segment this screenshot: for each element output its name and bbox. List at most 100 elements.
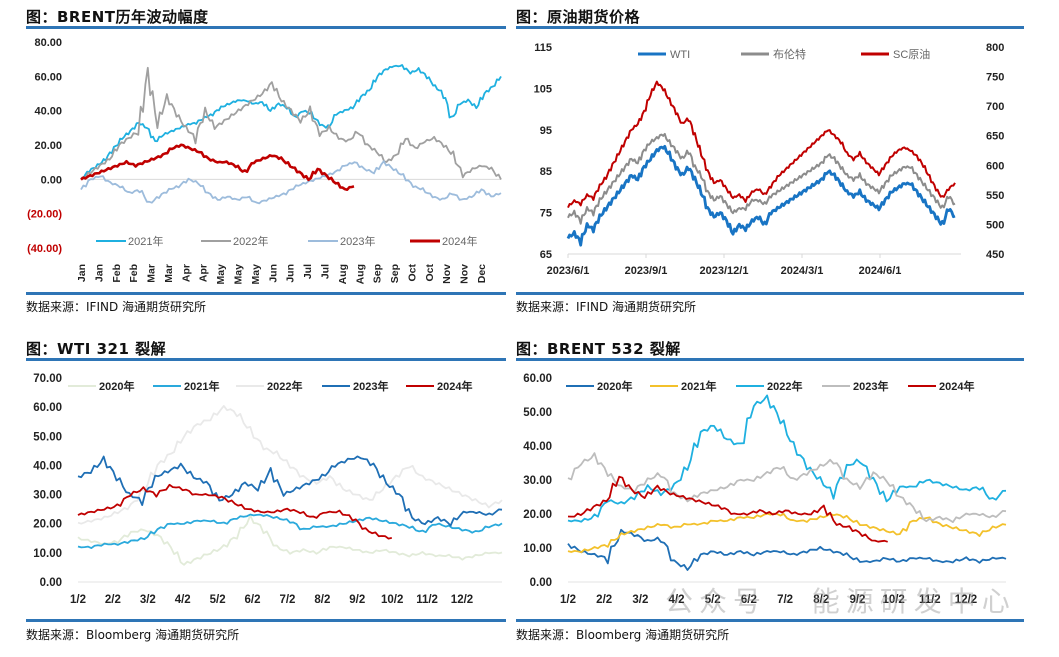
y-tick-label: (20.00): [27, 209, 62, 221]
y-tick-label: 10.00: [33, 548, 62, 560]
y-tick-label: 0.00: [41, 174, 62, 186]
x-tick-label: 10/2: [381, 594, 403, 606]
y-tick-label: 60.00: [523, 373, 552, 385]
x-tick-label: 8/2: [314, 594, 330, 606]
y-tick-label: 70.00: [33, 373, 62, 385]
legend-label: 2024年: [939, 379, 974, 393]
series-line-2021年: [80, 64, 502, 180]
x-tick-label: May: [250, 264, 262, 285]
series-line-SC原油: [567, 80, 956, 209]
series-line-2023年: [567, 452, 1007, 523]
source-note: 数据来源：Bloomberg 海通期货研究所: [516, 628, 730, 642]
series-line-2022年: [80, 66, 502, 180]
panel-title: 图：BRENT 532 裂解: [516, 340, 681, 358]
x-tick-label: 2/2: [105, 594, 121, 606]
watermark: 公众号 · 能源研发中心: [665, 585, 1016, 618]
chart-brent-volatility: (40.00) (20.00) 0.00 20.00 40.00 60.00 80.00 Ja…: [27, 37, 502, 285]
x-tick-label: Jun: [267, 264, 279, 283]
legend-label: 2021年: [128, 234, 163, 248]
x-tick-label: 1/2: [560, 594, 576, 606]
y2-tick-label: 550: [986, 190, 1004, 202]
y2-tick-label: 450: [986, 249, 1004, 261]
y-tick-label: 30.00: [33, 490, 62, 502]
x-tick-label: 2023/6/1: [547, 265, 590, 277]
y-tick-label: 40.00: [34, 106, 62, 118]
x-tick-label: May: [215, 264, 227, 285]
footer-rule: [26, 292, 506, 295]
x-tick-label: Sep: [372, 264, 384, 283]
panel-brent-volatility: 图：BRENT历年波动幅度 (40.00) (20.00) 0.00 20.00 40.…: [26, 6, 506, 316]
source-note: 数据来源：Bloomberg 海通期货研究所: [26, 628, 240, 642]
panel-brent-532-crack: 图：BRENT 532 裂解 0.00 10.00 20.00 30.00 40.00 5…: [516, 338, 1024, 648]
y2-tick-label: 600: [986, 160, 1004, 172]
legend-label: 2023年: [340, 234, 375, 248]
title-rule: [26, 358, 506, 361]
x-tick-label: Oct: [406, 264, 418, 282]
x-tick-label: 2024/6/1: [859, 265, 902, 277]
y-tick-label: 10.00: [523, 543, 552, 555]
chart-wti-321-crack: 0.00 10.00 20.00 30.00 40.00 50.00 60.00 70.00 1…: [33, 373, 503, 606]
x-tick-label: 9/2: [849, 594, 865, 606]
legend-label: WTI: [670, 49, 690, 61]
title-rule: [26, 26, 506, 29]
legend-label: 2024年: [437, 379, 472, 393]
x-tick-label: Nov: [459, 264, 471, 284]
y-tick-label: 60.00: [34, 71, 62, 83]
x-tick-label: 2024/3/1: [781, 265, 824, 277]
x-tick-label: 6/2: [741, 594, 757, 606]
x-tick-label: 2023/12/1: [700, 265, 749, 277]
y-tick-label: 40.00: [33, 460, 62, 472]
y-tick-label: 65: [540, 249, 552, 261]
x-tick-label: 1/2: [70, 594, 86, 606]
series-line-2020年: [77, 514, 503, 566]
x-tick-label: 5/2: [705, 594, 721, 606]
chart-crude-futures: 65 75 85 95 105 115 450 500 550 600 650 700 750 800 20…: [534, 42, 1005, 277]
footer-rule: [516, 292, 1024, 295]
chart-brent-532-crack: 0.00 10.00 20.00 30.00 40.00 50.00 60.00 1/2 2/2…: [523, 373, 1007, 606]
y-tick-label: 0.00: [530, 577, 552, 589]
x-tick-label: Oct: [424, 264, 436, 282]
legend-label: 2021年: [681, 379, 716, 393]
x-tick-label: 3/2: [632, 594, 648, 606]
legend-label: 2023年: [353, 379, 388, 393]
x-tick-label: Feb: [111, 264, 123, 283]
series-line-2020年: [567, 528, 1007, 571]
x-tick-label: 6/2: [245, 594, 261, 606]
series-line-2023年: [80, 160, 502, 205]
panel-crude-futures: 图：原油期货价格 65 75 85 95 105 115 450 500 550 600 650 70…: [516, 6, 1024, 316]
series-line-2024年: [80, 143, 355, 191]
title-rule: [516, 358, 1024, 361]
y-tick-label: 0.00: [40, 577, 62, 589]
x-tick-label: Apr: [180, 264, 192, 282]
x-tick-label: Apr: [198, 264, 210, 282]
y-tick-label: 30.00: [523, 475, 552, 487]
x-tick-label: 7/2: [777, 594, 793, 606]
legend-label: 2022年: [267, 379, 302, 393]
legend-label: 2020年: [99, 379, 134, 393]
x-tick-label: Mar: [163, 264, 175, 283]
x-tick-label: Aug: [337, 264, 349, 284]
series-line-2024年: [567, 475, 888, 543]
x-tick-label: Jan: [93, 264, 105, 282]
y-tick-label: 50.00: [523, 407, 552, 419]
x-tick-label: Jul: [319, 264, 331, 279]
y-tick-label: 80.00: [34, 37, 62, 49]
y-tick-label: 95: [540, 125, 552, 137]
x-tick-label: 4/2: [669, 594, 685, 606]
footer-rule: [516, 619, 1024, 622]
y-tick-label: 105: [534, 83, 552, 95]
panel-title: 图：WTI 321 裂解: [26, 340, 167, 358]
panel-title: 图：BRENT历年波动幅度: [26, 8, 209, 26]
x-tick-label: Feb: [128, 264, 140, 283]
x-tick-label: Jul: [302, 264, 314, 279]
x-tick-label: 11/2: [416, 594, 438, 606]
legend-label: 2021年: [184, 379, 219, 393]
legend-label: 2022年: [233, 234, 268, 248]
legend-label: 2024年: [442, 234, 477, 248]
y-tick-label: 85: [540, 166, 552, 178]
title-rule: [516, 26, 1024, 29]
x-tick-label: 2023/9/1: [625, 265, 668, 277]
legend-label: 2022年: [767, 379, 802, 393]
x-tick-label: Aug: [354, 264, 366, 284]
footer-rule: [26, 619, 506, 622]
